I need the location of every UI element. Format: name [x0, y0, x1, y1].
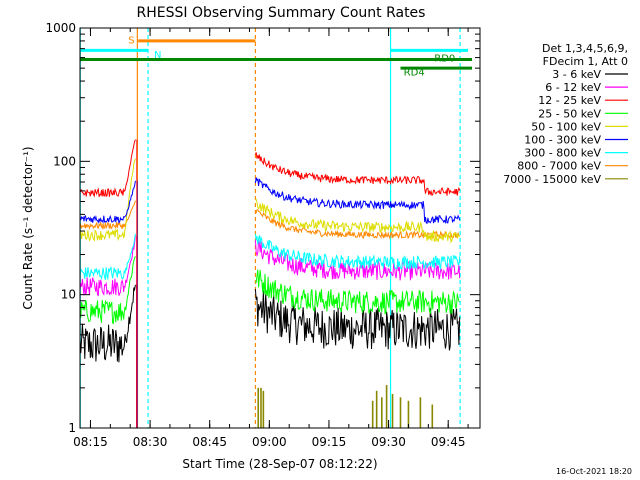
legend-label-1: 6 - 12 keV [545, 81, 601, 94]
legend-label-0: 3 - 6 keV [552, 68, 601, 81]
y-tick-label-2: 100 [53, 154, 76, 168]
flag-label-rd0: RD0 [434, 54, 455, 65]
x-tick-label-4: 09:15 [312, 435, 347, 449]
series-7-segment-2 [255, 209, 461, 240]
flag-label-n: N [154, 50, 161, 61]
plot-content: S N RD0 RD4 [79, 28, 473, 428]
series-3-segment-1 [79, 256, 136, 325]
legend-label-7: 800 - 7000 keV [517, 160, 601, 173]
series-2-segment-2 [254, 152, 461, 196]
series-5-segment-2 [254, 177, 461, 225]
x-axis-title: Start Time (28-Sep-07 08:12:22) [182, 457, 377, 471]
axis-labels: 08:15 08:30 08:45 09:00 09:15 09:30 09:45 1 10 10… [45, 21, 465, 449]
series-5-segment-1 [79, 180, 136, 224]
x-tick-label-3: 09:00 [252, 435, 287, 449]
x-tick-label-5: 09:30 [371, 435, 406, 449]
series-4-segment-1 [79, 158, 136, 242]
series-1-segment-1 [79, 236, 136, 297]
legend-label-4: 50 - 100 keV [531, 120, 601, 133]
y-axis-title: Count Rate (s⁻¹ detector⁻¹) [21, 146, 35, 309]
series-6-segment-1 [79, 233, 136, 281]
series-8 [257, 385, 434, 428]
series-2-segment-1 [79, 139, 136, 198]
legend-label-3: 25 - 50 keV [538, 107, 601, 120]
footer-date: 16-Oct-2021 18:20 [556, 467, 632, 476]
y-tick-label-0: 1 [68, 421, 76, 435]
series-4-segment-2 [255, 198, 460, 244]
series-6-segment-2 [254, 233, 461, 271]
legend-label-5: 100 - 300 keV [524, 134, 601, 147]
plot-frame [79, 27, 481, 429]
legend: Det 1,3,4,5,6,9, FDecim 1, Att 0 3 - 6 k… [503, 42, 628, 186]
series-0-segment-1 [79, 284, 136, 363]
flag-label-rd4: RD4 [404, 68, 425, 79]
y-tick-label-3: 1000 [45, 21, 76, 35]
legend-label-6: 300 - 800 keV [524, 147, 601, 160]
series-2 [79, 139, 461, 428]
series-3-segment-2 [255, 269, 460, 315]
y-tick-label-1: 10 [61, 288, 76, 302]
axis-ticks [80, 27, 480, 429]
legend-header-line-1: Det 1,3,4,5,6,9, [542, 42, 628, 55]
x-tick-label-1: 08:30 [133, 435, 168, 449]
legend-label-2: 12 - 25 keV [538, 94, 601, 107]
x-tick-label-6: 09:45 [431, 435, 466, 449]
series-0-segment-2 [254, 289, 461, 351]
x-tick-label-0: 08:15 [73, 435, 108, 449]
x-tick-label-2: 08:45 [192, 435, 227, 449]
legend-header-line-2: FDecim 1, Att 0 [543, 55, 628, 68]
chart-title: RHESSI Observing Summary Count Rates [137, 5, 426, 21]
legend-label-8: 7000 - 15000 keV [503, 173, 601, 186]
flag-label-s: S [128, 35, 134, 46]
